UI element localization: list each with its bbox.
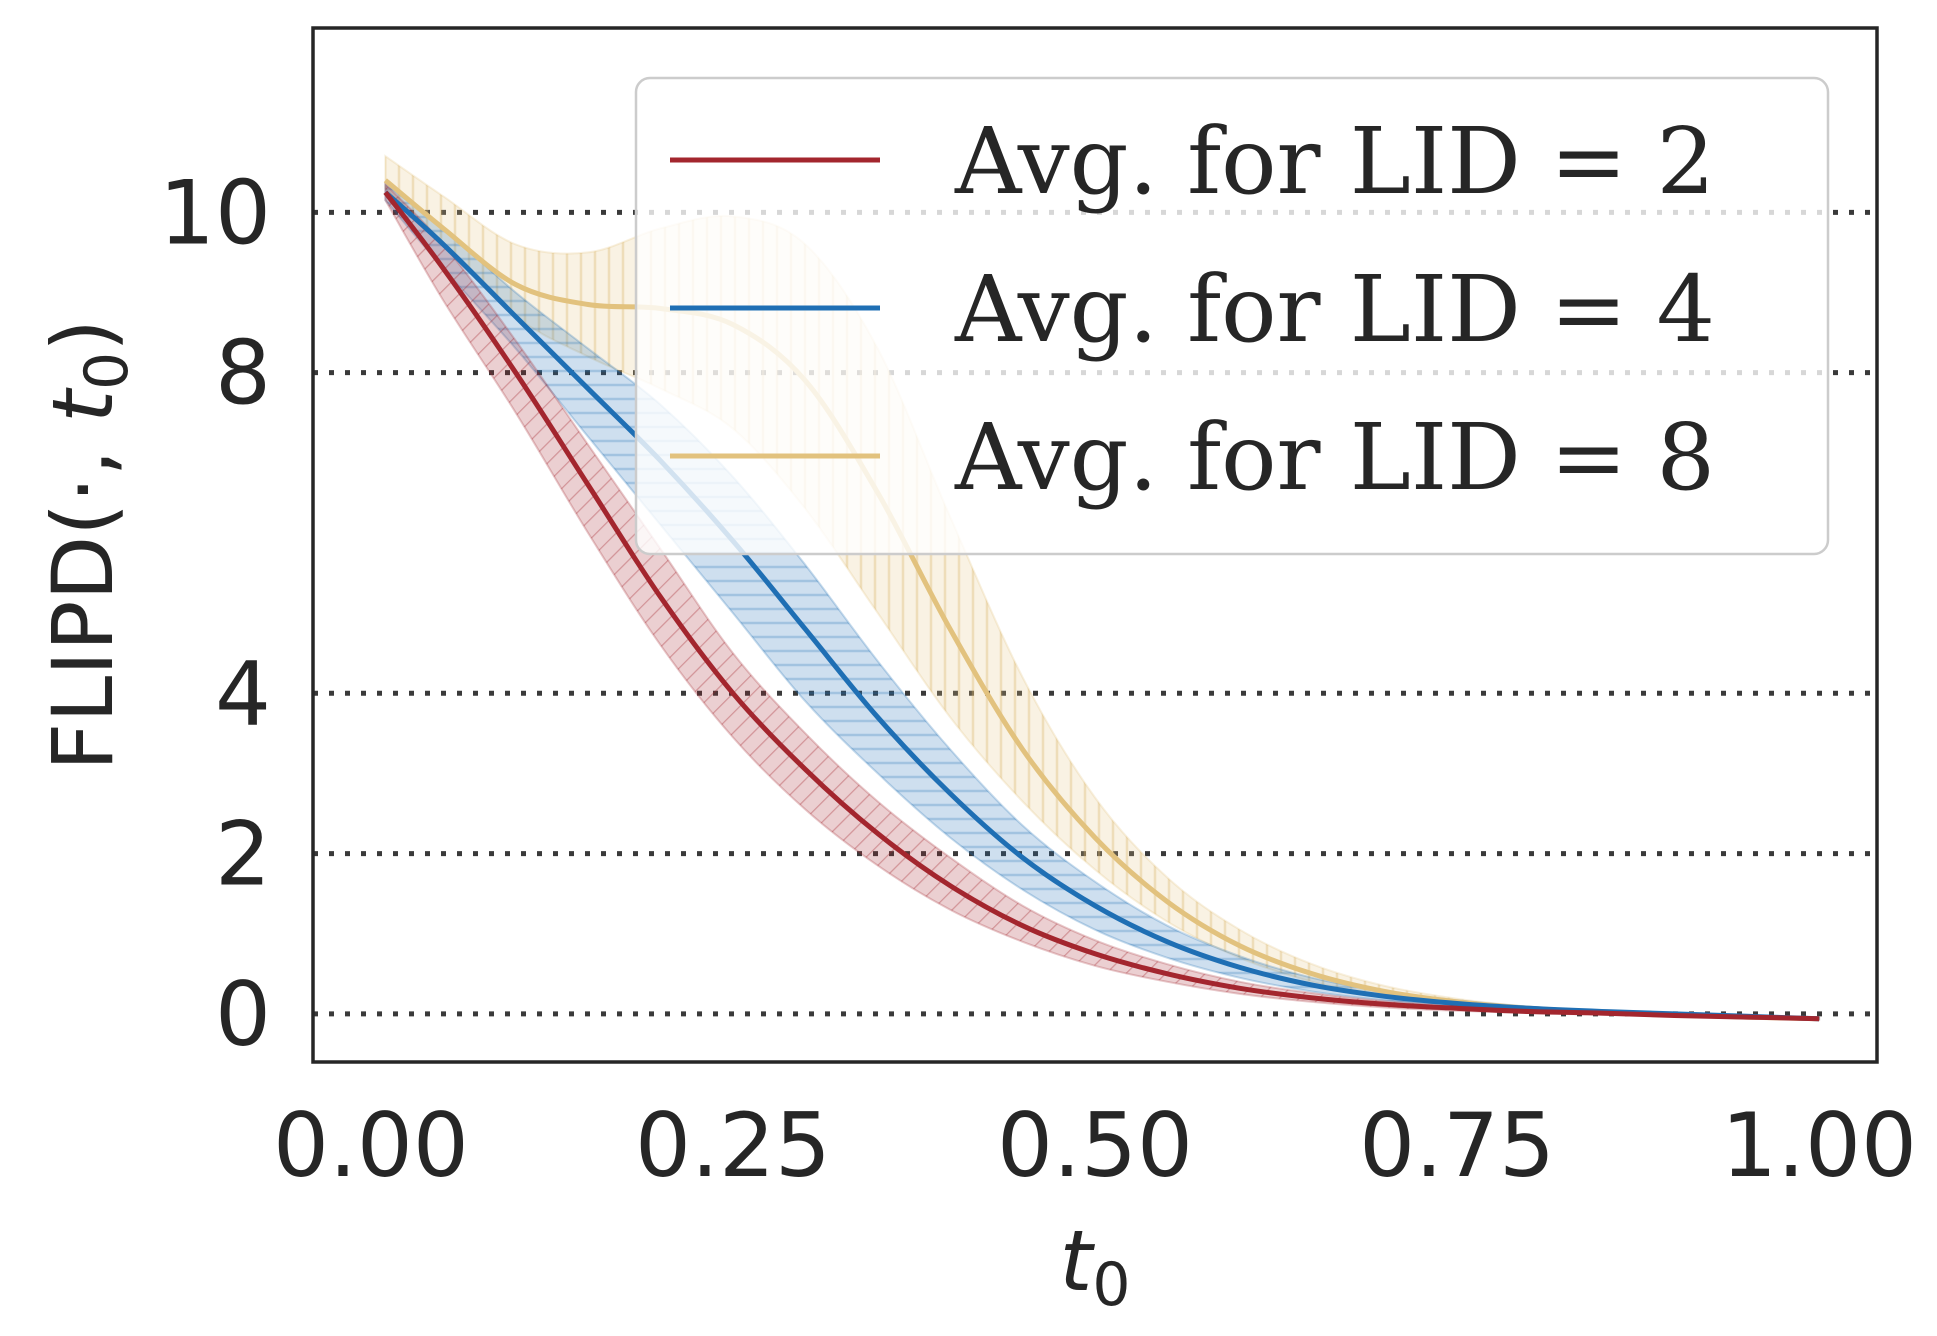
x-tick-labels: 0.00 0.25 0.50 0.75 1.00 bbox=[273, 1094, 1917, 1197]
plot-frame bbox=[311, 26, 1879, 1064]
legend-entry-1: Avg. for LID = 4 bbox=[670, 256, 1715, 363]
legend-label: Avg. for LID = 2 bbox=[954, 108, 1715, 215]
x-tick-label: 0.75 bbox=[1359, 1094, 1555, 1197]
y-tick-label: 2 bbox=[215, 803, 271, 906]
legend-label: Avg. for LID = 8 bbox=[954, 404, 1715, 511]
y-tick-label: 0 bbox=[215, 963, 271, 1066]
legend-entry-2: Avg. for LID = 8 bbox=[670, 404, 1715, 511]
y-tick-label: 4 bbox=[215, 642, 271, 745]
band-hatch-series-0 bbox=[385, 184, 1820, 1020]
y-axis-label: FLIPD(·, t0) bbox=[34, 319, 142, 771]
legend-label: Avg. for LID = 4 bbox=[954, 256, 1715, 363]
legend: Avg. for LID = 2 Avg. for LID = 4 Avg. for… bbox=[634, 76, 1830, 556]
legend-box bbox=[634, 76, 1830, 556]
x-axis-label: t0 bbox=[1059, 1212, 1130, 1320]
x-tick-label: 0.25 bbox=[635, 1094, 831, 1197]
series-lines bbox=[383, 178, 1820, 1022]
x-tick-label: 0.00 bbox=[273, 1094, 469, 1197]
line-series-0 bbox=[383, 190, 1820, 1022]
y-tick-label: 8 bbox=[215, 322, 271, 425]
y-tick-label: 10 bbox=[159, 161, 271, 264]
y-tick-labels: 0 2 4 8 10 bbox=[159, 161, 271, 1066]
x-tick-label: 1.00 bbox=[1721, 1094, 1917, 1197]
legend-entry-0: Avg. for LID = 2 bbox=[670, 108, 1715, 215]
x-tick-label: 0.50 bbox=[997, 1094, 1193, 1197]
